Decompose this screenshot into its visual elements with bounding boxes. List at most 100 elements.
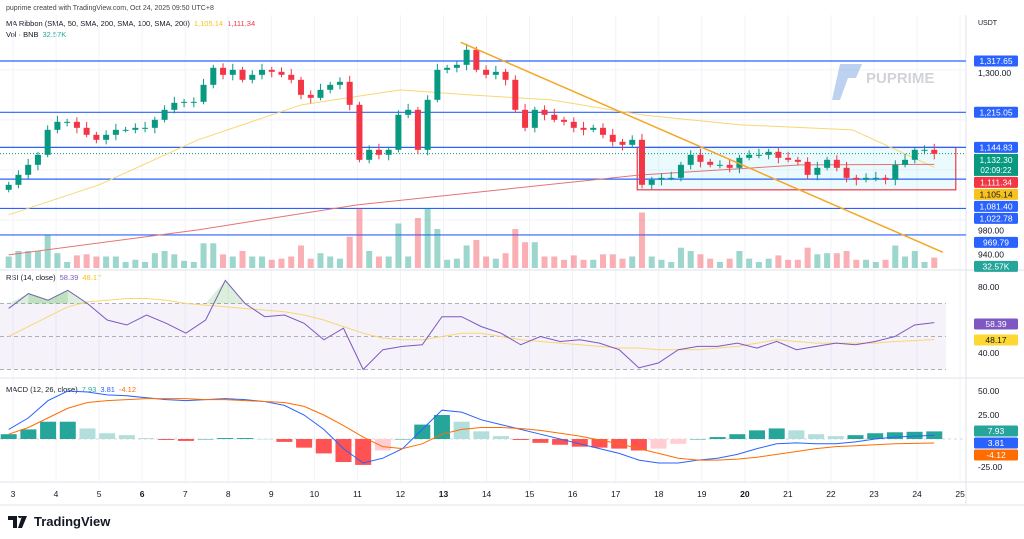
volume-bar bbox=[483, 256, 490, 268]
macd-value: 3.81 bbox=[100, 385, 115, 394]
candle bbox=[239, 66, 246, 83]
range-rectangle bbox=[636, 146, 957, 191]
candle bbox=[492, 65, 499, 80]
candle-body bbox=[561, 119, 568, 122]
candle-body bbox=[278, 71, 285, 75]
candle-body bbox=[229, 69, 236, 75]
volume-bar bbox=[288, 256, 295, 268]
tradingview-logo[interactable]: TradingView bbox=[8, 514, 110, 529]
volume-bar bbox=[677, 247, 684, 268]
candle bbox=[882, 174, 889, 185]
price-level-badge-bg bbox=[974, 236, 1018, 248]
last-price-badge-bg bbox=[974, 153, 1018, 176]
macd-histogram-bar bbox=[20, 429, 37, 439]
volume-value: 32.57K bbox=[42, 30, 67, 39]
volume-bar bbox=[629, 256, 636, 268]
candle bbox=[931, 143, 938, 160]
volume-bar bbox=[122, 262, 129, 268]
candle-body bbox=[580, 127, 587, 130]
candle bbox=[668, 171, 675, 181]
ma200-line bbox=[8, 163, 935, 256]
candle bbox=[648, 176, 655, 190]
candle bbox=[902, 153, 909, 168]
volume-bar bbox=[142, 262, 149, 268]
macd-hist-badge-bg bbox=[974, 425, 1018, 437]
volume-bar bbox=[200, 243, 207, 268]
volume-bar bbox=[746, 258, 753, 268]
volume-bar bbox=[336, 258, 343, 268]
candle-body bbox=[5, 184, 12, 190]
candle-body bbox=[220, 67, 227, 75]
macd-histogram-bar bbox=[197, 439, 214, 440]
date-axis-tick: 9 bbox=[269, 489, 274, 499]
candle-body bbox=[171, 102, 178, 110]
volume-bar bbox=[463, 245, 470, 268]
tradingview-logo-text: TradingView bbox=[34, 514, 111, 529]
ma-ribbon-legend[interactable]: MA Ribbon (SMA, 50, SMA, 200, SMA, 100, … bbox=[6, 19, 259, 28]
candle bbox=[327, 81, 334, 94]
volume-bar bbox=[707, 258, 714, 268]
candle-body bbox=[522, 109, 529, 128]
volume-bar bbox=[190, 262, 197, 268]
candle-body bbox=[405, 109, 412, 115]
macd-histogram-bar bbox=[217, 438, 234, 439]
price-level-badge-bg bbox=[974, 55, 1018, 67]
macd-histogram-bar bbox=[886, 432, 903, 439]
volume-bar bbox=[15, 251, 22, 268]
price-level-badge: 1,022.78 bbox=[974, 212, 1018, 224]
volume-bar bbox=[755, 262, 762, 268]
candle-body bbox=[103, 134, 110, 140]
price-level-badge-text: 1,215.05 bbox=[979, 107, 1012, 117]
macd-histogram-bar bbox=[315, 439, 332, 454]
candle bbox=[356, 101, 363, 163]
volume-bar bbox=[239, 251, 246, 268]
date-axis-tick: 5 bbox=[97, 489, 102, 499]
candle bbox=[414, 106, 421, 155]
macd-histogram-bar bbox=[177, 439, 194, 441]
macd-histogram-bar bbox=[355, 439, 372, 465]
currency-label[interactable]: USDT bbox=[978, 20, 998, 27]
volume-bar bbox=[863, 259, 870, 268]
candle-body bbox=[882, 177, 889, 180]
candle-body bbox=[34, 154, 41, 165]
candle bbox=[249, 70, 256, 84]
descending-trendline bbox=[460, 41, 944, 254]
candle bbox=[697, 148, 704, 168]
ma-ribbon-label: MA Ribbon (SMA, 50, SMA, 200, SMA, 100, … bbox=[6, 19, 190, 28]
volume-bar bbox=[278, 258, 285, 268]
macd-legend[interactable]: MACD (12, 26, close) 7.93 3.81 -4.12 bbox=[6, 385, 140, 394]
candle-body bbox=[804, 161, 811, 175]
candle bbox=[161, 105, 168, 123]
macd-histogram-bar bbox=[473, 431, 490, 439]
candle bbox=[453, 60, 460, 73]
macd-histogram-bar bbox=[532, 439, 549, 443]
macd-histogram-bar bbox=[296, 439, 313, 448]
candle-body bbox=[414, 109, 421, 150]
candle bbox=[911, 146, 918, 164]
candle-body bbox=[794, 159, 801, 162]
candle-body bbox=[132, 127, 139, 130]
volume-bar bbox=[736, 251, 743, 268]
candle-body bbox=[307, 94, 314, 98]
date-axis-tick: 16 bbox=[568, 489, 578, 499]
price-level-badge: 1,215.05 bbox=[974, 106, 1018, 118]
date-axis-tick: 6 bbox=[140, 489, 145, 499]
candle bbox=[775, 147, 782, 164]
candle bbox=[317, 83, 324, 101]
price-level-badge-bg bbox=[974, 106, 1018, 118]
candle bbox=[307, 90, 314, 104]
candle bbox=[843, 161, 850, 183]
candle-body bbox=[736, 157, 743, 168]
macd-histogram-bar bbox=[749, 430, 766, 439]
price-axis-tick: 980.00 bbox=[978, 225, 1004, 235]
date-axis-tick: 11 bbox=[353, 489, 362, 499]
volume-bar bbox=[619, 258, 626, 268]
volume-bar bbox=[229, 256, 236, 268]
candle bbox=[151, 116, 158, 134]
volume-legend[interactable]: Vol · BNB 32.57K bbox=[6, 30, 70, 39]
candle-body bbox=[288, 74, 295, 80]
ma50-line bbox=[8, 89, 935, 216]
rsi-legend[interactable]: RSI (14, close) 58.39 48.17 bbox=[6, 273, 105, 282]
candle-body bbox=[385, 149, 392, 155]
